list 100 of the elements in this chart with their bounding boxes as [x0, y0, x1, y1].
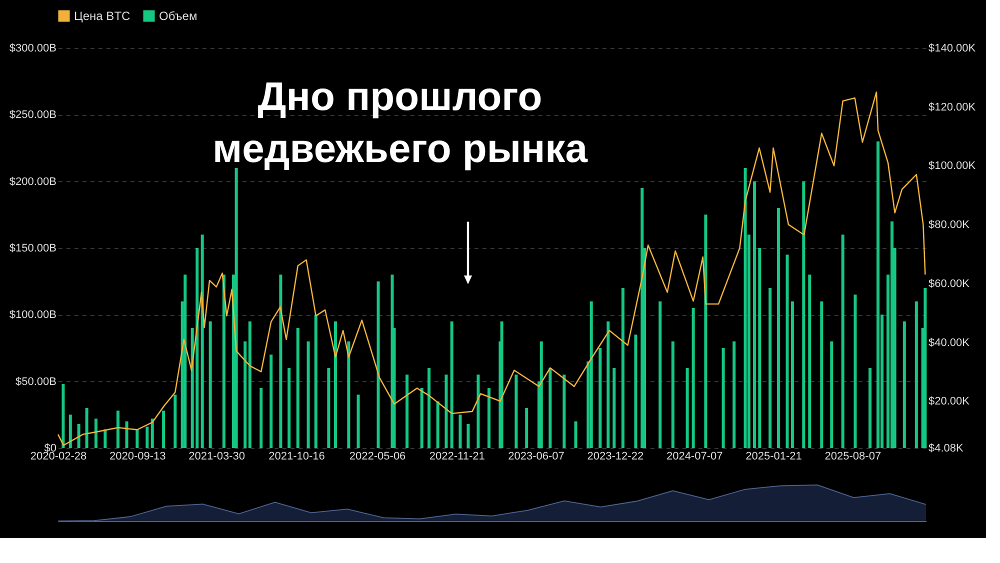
bar — [450, 321, 454, 448]
bar — [116, 410, 120, 448]
bar — [790, 301, 794, 448]
bar — [162, 410, 166, 448]
bar — [334, 321, 337, 448]
y2-tick-label: $20.00K — [928, 396, 970, 408]
bar — [125, 421, 128, 448]
bar — [458, 414, 462, 448]
bar — [692, 308, 695, 448]
bar — [598, 348, 602, 448]
bar — [248, 321, 252, 448]
bar — [200, 234, 204, 448]
bar — [406, 374, 409, 448]
y2-tick-label: $140.00K — [928, 42, 976, 54]
bar — [525, 408, 528, 448]
bar — [722, 348, 725, 448]
bar — [841, 234, 844, 448]
bar — [260, 388, 263, 448]
legend-label: Цена BTC — [74, 9, 131, 23]
bar — [868, 368, 872, 448]
annotation: Дно прошлого медвежьего рынка — [212, 75, 588, 171]
x-tick-label: 2024-07-07 — [666, 450, 723, 462]
bar — [150, 418, 154, 448]
bar — [808, 274, 812, 448]
bar — [820, 301, 824, 448]
bar — [658, 301, 662, 448]
bar — [347, 341, 350, 448]
bar — [208, 321, 212, 448]
bar — [786, 254, 789, 448]
bar — [270, 354, 273, 448]
bar — [306, 341, 310, 448]
y2-tick-label: $4.08K — [928, 442, 964, 454]
bar — [752, 181, 756, 448]
y-tick-label: $300.00B — [9, 42, 56, 54]
y2-tick-label: $100.00K — [928, 160, 976, 172]
bar — [356, 394, 360, 448]
bar — [768, 288, 772, 448]
bar — [222, 274, 226, 448]
bar — [876, 141, 880, 448]
x-tick-label: 2025-01-21 — [746, 450, 802, 462]
legend-label: Объем — [159, 9, 198, 23]
y2-tick-label: $80.00K — [928, 219, 970, 232]
y-tick-label: $200.00B — [9, 176, 56, 188]
bar — [802, 181, 806, 448]
bar — [376, 281, 380, 448]
bar — [488, 388, 490, 448]
x-tick-label: 2023-06-07 — [508, 450, 564, 462]
y2-tick-label: $40.00K — [928, 336, 970, 349]
bar — [686, 368, 689, 448]
bar — [634, 334, 638, 448]
x-tick-label: 2022-11-21 — [429, 450, 485, 462]
bar — [288, 368, 291, 448]
bar — [500, 321, 504, 448]
bar — [314, 314, 318, 448]
bar — [420, 388, 424, 448]
bar — [562, 374, 566, 448]
x-tick-label: 2021-03-30 — [188, 450, 245, 462]
bar — [146, 426, 149, 448]
y2-tick-label: $60.00K — [928, 278, 970, 290]
bar — [890, 221, 894, 448]
bar — [612, 368, 616, 448]
bar — [279, 274, 282, 448]
bar — [184, 274, 187, 448]
x-tick-label: 2020-09-13 — [110, 450, 166, 462]
bar — [776, 208, 780, 448]
y-tick-label: $100.00B — [9, 309, 56, 322]
bar — [704, 214, 708, 448]
bar — [444, 374, 448, 448]
y2-tick-label: $120.00K — [928, 101, 976, 114]
bar — [548, 368, 552, 448]
bar — [85, 408, 88, 448]
bar — [104, 429, 107, 448]
y-tick-label: $150.00B — [9, 242, 56, 254]
y-tick-label: $250.00B — [9, 109, 56, 122]
bar — [671, 341, 674, 448]
bar — [606, 321, 610, 448]
bar — [68, 414, 72, 448]
bar — [574, 421, 578, 448]
bar — [428, 368, 431, 448]
bar — [296, 328, 300, 448]
bar — [732, 341, 736, 448]
bar — [854, 294, 857, 448]
bar — [136, 429, 139, 448]
bar — [590, 301, 593, 448]
bar — [514, 374, 518, 448]
x-tick-label: 2021-10-16 — [268, 450, 325, 462]
bar — [540, 341, 543, 448]
bar — [914, 301, 918, 448]
bar — [327, 368, 330, 448]
x-tick-label: 2022-05-06 — [349, 450, 406, 462]
bar — [744, 168, 747, 448]
bar — [77, 424, 80, 448]
bar — [758, 248, 762, 448]
bar — [62, 384, 65, 448]
bar — [466, 424, 470, 448]
bar — [830, 341, 834, 448]
bar — [244, 341, 247, 448]
x-tick-label: 2023-12-22 — [587, 450, 644, 462]
bar — [436, 401, 440, 448]
y-tick-label: $50.00B — [16, 376, 56, 388]
